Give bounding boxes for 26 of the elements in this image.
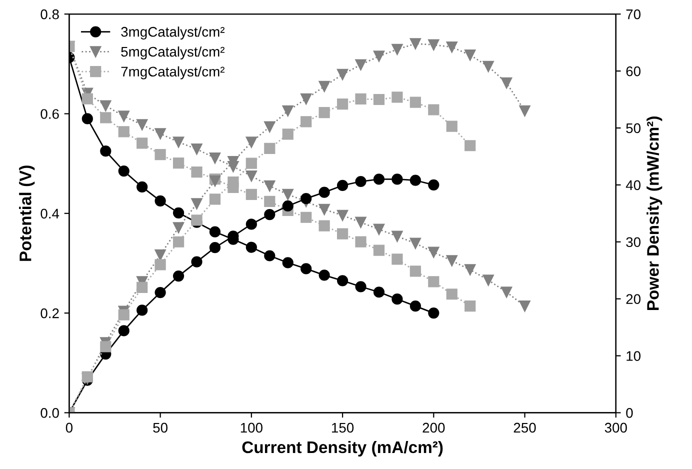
x-tick-label: 250 — [514, 422, 536, 433]
y-axis-title: Potential (V) — [19, 166, 35, 261]
x-tick-label: 50 — [153, 422, 168, 433]
x-axis-title: Current Density (mA/cm²) — [242, 440, 443, 456]
legend-label: 5mgCatalyst/cm² — [121, 46, 225, 60]
y-tick-label: 0.0 — [40, 408, 59, 418]
legend-label: 7mgCatalyst/cm² — [121, 66, 225, 80]
y2-tick-label: 20 — [626, 294, 641, 304]
x-tick-label: 0 — [66, 422, 73, 433]
legend-label: 3mgCatalyst/cm² — [121, 26, 225, 40]
x-tick-label: 200 — [422, 422, 445, 433]
x-tick-label: 100 — [240, 422, 262, 433]
y2-tick-label: 40 — [626, 180, 641, 190]
y2-tick-label: 50 — [626, 123, 641, 134]
y2-tick-label: 30 — [626, 237, 641, 248]
y2-axis-title: Power Density (mW/cm²) — [646, 116, 662, 310]
y2-tick-label: 0 — [626, 408, 633, 418]
y-tick-label: 0.6 — [40, 109, 59, 119]
x-tick-label: 150 — [332, 422, 354, 433]
y2-tick-label: 70 — [626, 9, 641, 20]
y-tick-label: 0.2 — [40, 308, 59, 318]
y2-tick-label: 60 — [626, 66, 641, 76]
y-tick-label: 0.4 — [40, 208, 60, 219]
y2-tick-label: 10 — [626, 351, 641, 361]
x-tick-label: 300 — [604, 422, 627, 433]
y-tick-label: 0.8 — [40, 9, 59, 20]
